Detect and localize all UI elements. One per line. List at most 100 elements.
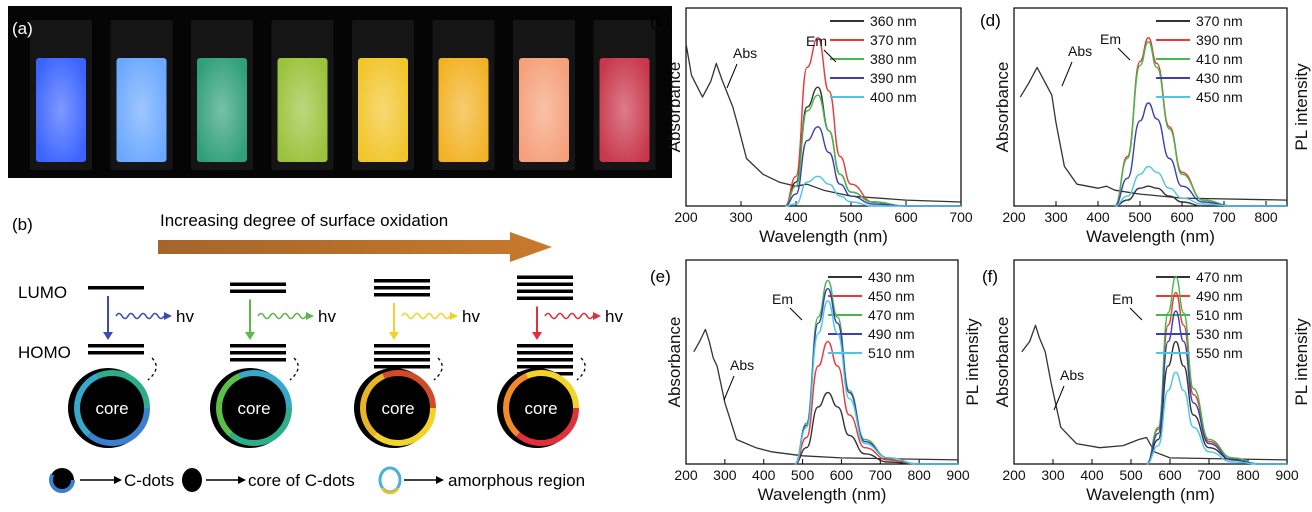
vial-glow (197, 58, 247, 162)
emission-series-450nm (1114, 165, 1287, 207)
lumo-line (230, 282, 286, 286)
abs-annotation: Abs (1068, 43, 1092, 59)
y-axis-label-left: Absorbance (993, 317, 1012, 408)
x-tick-label: 300 (729, 209, 753, 225)
legend-entry: 390 nm (1196, 32, 1243, 48)
panel-label: (e) (650, 267, 671, 286)
emission-series-450nm (794, 340, 958, 465)
legend-entry: 470 nm (1196, 269, 1243, 285)
x-axis-label: Wavelength (nm) (759, 227, 888, 246)
y-axis-label-left: Absorbance (665, 62, 684, 153)
lumo-line (517, 275, 573, 279)
x-tick-label: 500 (1119, 467, 1143, 483)
plot-frame (1013, 259, 1288, 465)
em-pointer (1129, 307, 1143, 321)
x-tick-label: 600 (1158, 467, 1182, 483)
legend-entry: 400 nm (870, 89, 917, 105)
legend-entry: 360 nm (870, 13, 917, 29)
transition-arrowhead (532, 332, 542, 340)
absorbance-curve (685, 43, 962, 203)
vial-glow (599, 58, 650, 162)
emission-series-390nm (784, 126, 961, 207)
y-axis-label-right: PL intensity (1292, 318, 1311, 406)
relaxation-arrow (576, 357, 586, 381)
x-tick-label: 200 (1002, 209, 1026, 225)
abs-annotation: Abs (733, 45, 757, 61)
legend-entry: 410 nm (1196, 51, 1243, 67)
abs-pointer (726, 63, 738, 89)
x-tick-label: 500 (1128, 209, 1152, 225)
vial-glow (36, 58, 86, 162)
lumo-line (88, 286, 144, 290)
lumo-line (374, 286, 430, 290)
amorphous-legend-arc (380, 487, 400, 495)
x-tick-label: 200 (674, 209, 698, 225)
em-annotation: Em (772, 291, 793, 307)
lumo-line (374, 293, 430, 297)
photon-arrowhead (164, 312, 172, 320)
homo-line (517, 344, 573, 348)
x-tick-label: 200 (1002, 467, 1026, 483)
amorphous-shell (216, 370, 292, 446)
energy-level-diagrams: hv core hv core hv core hv core (68, 275, 623, 448)
plot-frame (1013, 7, 1288, 207)
em-annotation: Em (806, 33, 827, 49)
x-tick-label: 700 (1197, 467, 1221, 483)
legend-entry: 370 nm (870, 32, 917, 48)
cdot-core-sphere (497, 368, 577, 448)
emission-series-370nm (1114, 185, 1287, 207)
plot-frame (685, 7, 962, 207)
lumo-line (517, 296, 573, 300)
y-axis-label-right: PL intensity (963, 318, 982, 406)
homo-line (517, 365, 573, 369)
emission-series-430nm (1114, 102, 1287, 207)
spectra-charts: 200 300 400 500 600 700 Wavelength (nm) Absorba… (650, 7, 1311, 504)
x-tick-label: 800 (1236, 467, 1260, 483)
x-tick-label: 700 (1212, 209, 1236, 225)
x-tick-label: 300 (713, 467, 737, 483)
legend-entry: 550 nm (1196, 345, 1243, 361)
chart-panel-f: 200 300 400 500 600 700 800 900 Wavelength (nm) A… (982, 259, 1311, 504)
emission-series-510nm (794, 300, 958, 465)
abs-pointer (1061, 61, 1073, 87)
x-tick-label: 700 (869, 467, 893, 483)
absorbance-curve (1019, 66, 1288, 201)
x-tick-label: 400 (1080, 467, 1104, 483)
amorphous-shell (360, 370, 436, 446)
core-legend-icon (182, 468, 202, 492)
cdot-core-sphere (354, 368, 434, 448)
transition-arrowhead (103, 332, 113, 340)
amorphous-shell (503, 370, 579, 446)
legend-cdots: C-dots (124, 471, 174, 490)
core-label: core (95, 399, 128, 418)
legend-entry: 370 nm (1196, 13, 1243, 29)
emission-series-380nm (784, 94, 961, 207)
abs-pointer (1053, 385, 1065, 411)
amorphous-shell (74, 370, 150, 446)
lumo-line (230, 289, 286, 293)
photon-arrowhead (593, 312, 601, 320)
lumo-line (374, 279, 430, 283)
lumo-label: LUMO (18, 283, 67, 302)
x-tick-label: 600 (894, 209, 918, 225)
x-tick-label: 900 (1275, 467, 1299, 483)
x-tick-label: 400 (752, 467, 776, 483)
abs-annotation: Abs (1060, 367, 1084, 383)
legend-core: core of C-dots (248, 471, 355, 490)
hv-label: hv (462, 307, 480, 326)
x-axis-label: Wavelength (nm) (1086, 227, 1215, 246)
hv-label: hv (318, 307, 336, 326)
homo-line (230, 351, 286, 355)
vial-glow (358, 58, 408, 162)
oxidation-arrow (158, 232, 552, 262)
oxidation-arrow-label: Increasing degree of surface oxidation (160, 211, 448, 230)
hv-label: hv (605, 307, 623, 326)
x-tick-label: 500 (839, 209, 863, 225)
x-tick-label: 800 (907, 467, 931, 483)
legend-entry: 390 nm (870, 70, 917, 86)
panel-b: (b) Increasing degree of surface oxidati… (12, 211, 623, 495)
abs-annotation: Abs (730, 357, 754, 373)
hv-label: hv (176, 307, 194, 326)
vial-glow (116, 58, 167, 162)
homo-line (374, 351, 430, 355)
